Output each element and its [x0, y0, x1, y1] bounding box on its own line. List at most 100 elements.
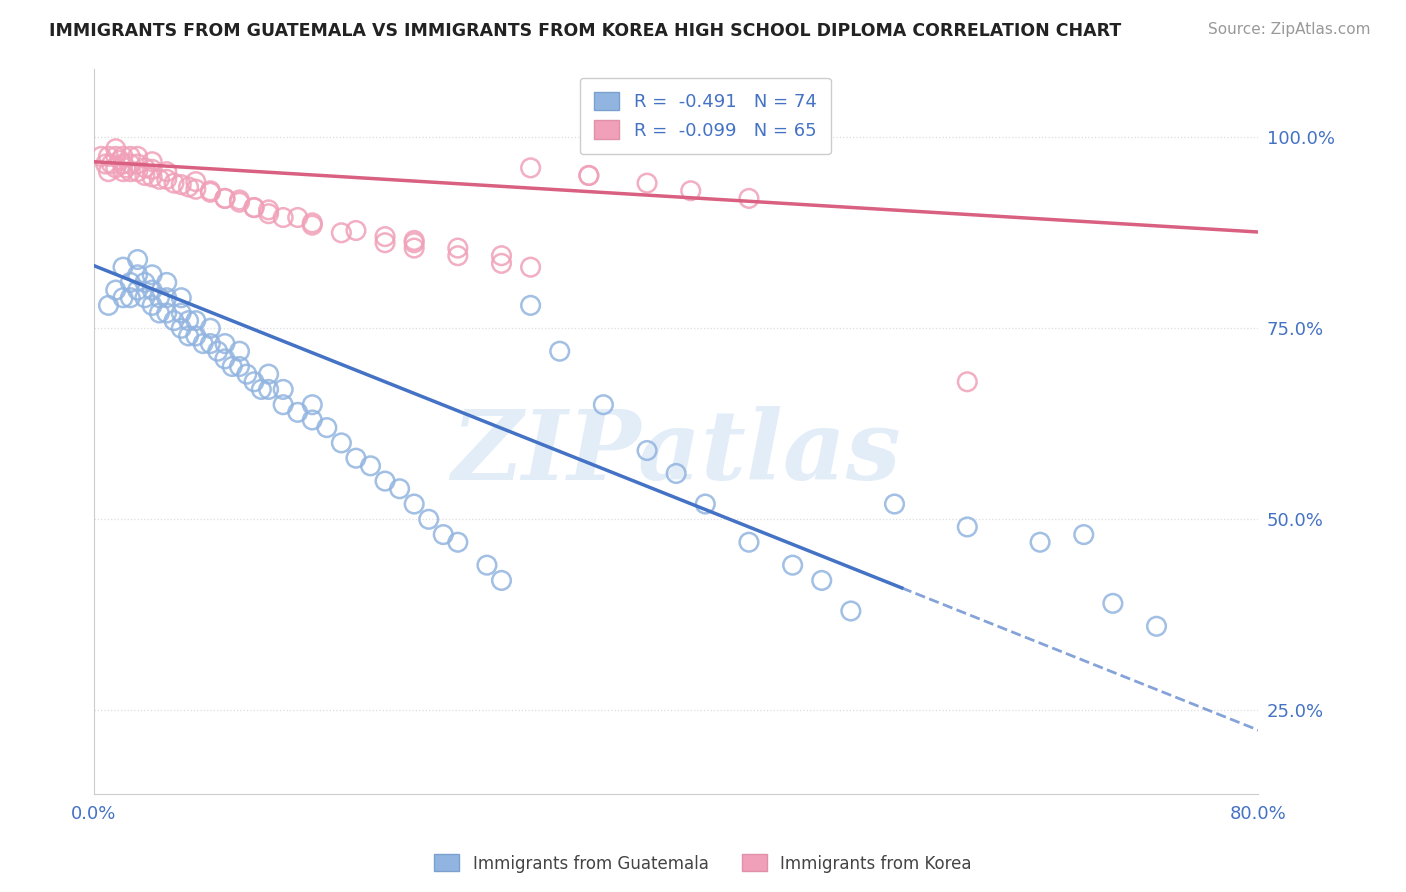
Point	[839, 604, 862, 618]
Point	[404, 497, 426, 511]
Point	[163, 176, 186, 190]
Point	[374, 229, 396, 244]
Point	[548, 344, 571, 359]
Point	[1102, 596, 1125, 610]
Point	[243, 375, 266, 389]
Point	[163, 313, 186, 327]
Point	[141, 162, 163, 177]
Point	[1029, 535, 1052, 549]
Point	[170, 178, 193, 192]
Point	[344, 451, 367, 466]
Point	[519, 161, 541, 175]
Point	[782, 558, 804, 573]
Point	[243, 201, 266, 215]
Text: IMMIGRANTS FROM GUATEMALA VS IMMIGRANTS FROM KOREA HIGH SCHOOL DIPLOMA CORRELATI: IMMIGRANTS FROM GUATEMALA VS IMMIGRANTS …	[49, 22, 1122, 40]
Point	[883, 497, 905, 511]
Point	[665, 467, 688, 481]
Point	[207, 344, 229, 359]
Point	[810, 574, 832, 588]
Point	[250, 383, 273, 397]
Point	[97, 164, 120, 178]
Point	[100, 157, 122, 171]
Legend: Immigrants from Guatemala, Immigrants from Korea: Immigrants from Guatemala, Immigrants fr…	[427, 847, 979, 880]
Point	[956, 375, 979, 389]
Point	[112, 260, 135, 275]
Point	[243, 201, 266, 215]
Point	[177, 313, 200, 327]
Point	[156, 172, 179, 186]
Point	[156, 306, 179, 320]
Point	[141, 283, 163, 297]
Point	[360, 458, 382, 473]
Point	[301, 413, 323, 427]
Point	[120, 157, 142, 171]
Point	[141, 154, 163, 169]
Point	[148, 291, 170, 305]
Point	[228, 195, 250, 210]
Point	[956, 520, 979, 534]
Text: Source: ZipAtlas.com: Source: ZipAtlas.com	[1208, 22, 1371, 37]
Point	[228, 359, 250, 374]
Point	[104, 161, 127, 175]
Point	[257, 207, 280, 221]
Point	[447, 535, 470, 549]
Point	[418, 512, 440, 526]
Point	[104, 142, 127, 156]
Point	[170, 306, 193, 320]
Point	[519, 260, 541, 275]
Point	[134, 169, 156, 183]
Point	[636, 176, 658, 190]
Point	[257, 367, 280, 381]
Point	[120, 276, 142, 290]
Point	[404, 235, 426, 250]
Point	[404, 234, 426, 248]
Point	[330, 226, 353, 240]
Point	[519, 298, 541, 312]
Point	[148, 306, 170, 320]
Point	[148, 172, 170, 186]
Point	[170, 291, 193, 305]
Text: ZIPatlas: ZIPatlas	[451, 406, 901, 500]
Point	[156, 164, 179, 178]
Point	[301, 218, 323, 232]
Point	[200, 186, 222, 200]
Point	[141, 298, 163, 312]
Point	[200, 336, 222, 351]
Point	[287, 405, 309, 419]
Point	[257, 383, 280, 397]
Point	[127, 283, 149, 297]
Point	[156, 291, 179, 305]
Point	[236, 367, 259, 381]
Point	[184, 329, 207, 343]
Point	[120, 291, 142, 305]
Point	[127, 252, 149, 267]
Point	[344, 223, 367, 237]
Point	[738, 535, 761, 549]
Point	[200, 184, 222, 198]
Point	[184, 313, 207, 327]
Point	[257, 202, 280, 217]
Point	[156, 276, 179, 290]
Point	[90, 149, 112, 163]
Point	[636, 443, 658, 458]
Point	[112, 291, 135, 305]
Point	[738, 191, 761, 205]
Point	[141, 169, 163, 184]
Point	[214, 351, 236, 366]
Point	[200, 321, 222, 335]
Point	[287, 211, 309, 225]
Point	[127, 157, 149, 171]
Point	[271, 398, 294, 412]
Point	[115, 161, 138, 175]
Point	[112, 164, 135, 178]
Point	[177, 180, 200, 194]
Point	[374, 474, 396, 488]
Point	[184, 182, 207, 196]
Point	[271, 211, 294, 225]
Point	[112, 149, 135, 163]
Point	[475, 558, 498, 573]
Point	[491, 256, 513, 270]
Point	[679, 184, 702, 198]
Point	[104, 283, 127, 297]
Legend: R =  -0.491   N = 74, R =  -0.099   N = 65: R = -0.491 N = 74, R = -0.099 N = 65	[579, 78, 831, 154]
